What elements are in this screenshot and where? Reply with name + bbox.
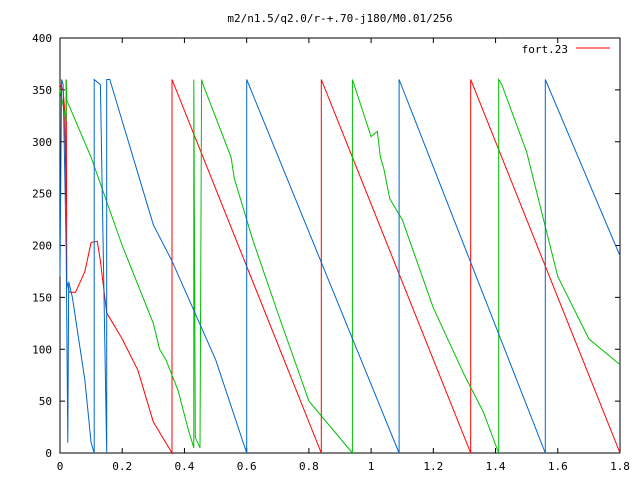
x-tick-label: 1.2 bbox=[423, 460, 443, 473]
series-line-3 bbox=[59, 78, 621, 454]
x-tick-label: 0.8 bbox=[299, 460, 319, 473]
x-tick-label: 1.4 bbox=[486, 460, 506, 473]
x-tick-label: 0.2 bbox=[112, 460, 132, 473]
axis-ticks: 0 0.2 0.4 0.6 0.8 1 1.2 1.4 1.6 1.8 0 50 100 150 200 25… bbox=[32, 32, 630, 473]
legend-label: fort.23 bbox=[522, 43, 568, 56]
x-tick-label: 1.6 bbox=[548, 460, 568, 473]
series-line-2 bbox=[59, 77, 621, 455]
chart-title: m2/n1.5/q2.0/r-+.70-j180/M0.01/256 bbox=[227, 12, 452, 25]
y-tick-label: 0 bbox=[45, 447, 52, 460]
x-tick-label: 0.6 bbox=[237, 460, 257, 473]
x-tick-label: 0.4 bbox=[175, 460, 195, 473]
x-tick-label: 1.8 bbox=[610, 460, 630, 473]
y-tick-label: 200 bbox=[32, 240, 52, 253]
x-tick-label: 1 bbox=[368, 460, 375, 473]
series-line-1 bbox=[59, 79, 621, 455]
y-tick-label: 350 bbox=[32, 84, 52, 97]
y-tick-label: 100 bbox=[32, 343, 52, 356]
legend: fort.23 bbox=[522, 43, 610, 56]
y-tick-label: 50 bbox=[39, 395, 52, 408]
y-tick-label: 250 bbox=[32, 188, 52, 201]
y-tick-label: 300 bbox=[32, 136, 52, 149]
x-tick-label: 0 bbox=[57, 460, 64, 473]
series-layer bbox=[59, 77, 621, 455]
y-tick-label: 150 bbox=[32, 291, 52, 304]
y-tick-label: 400 bbox=[32, 32, 52, 45]
